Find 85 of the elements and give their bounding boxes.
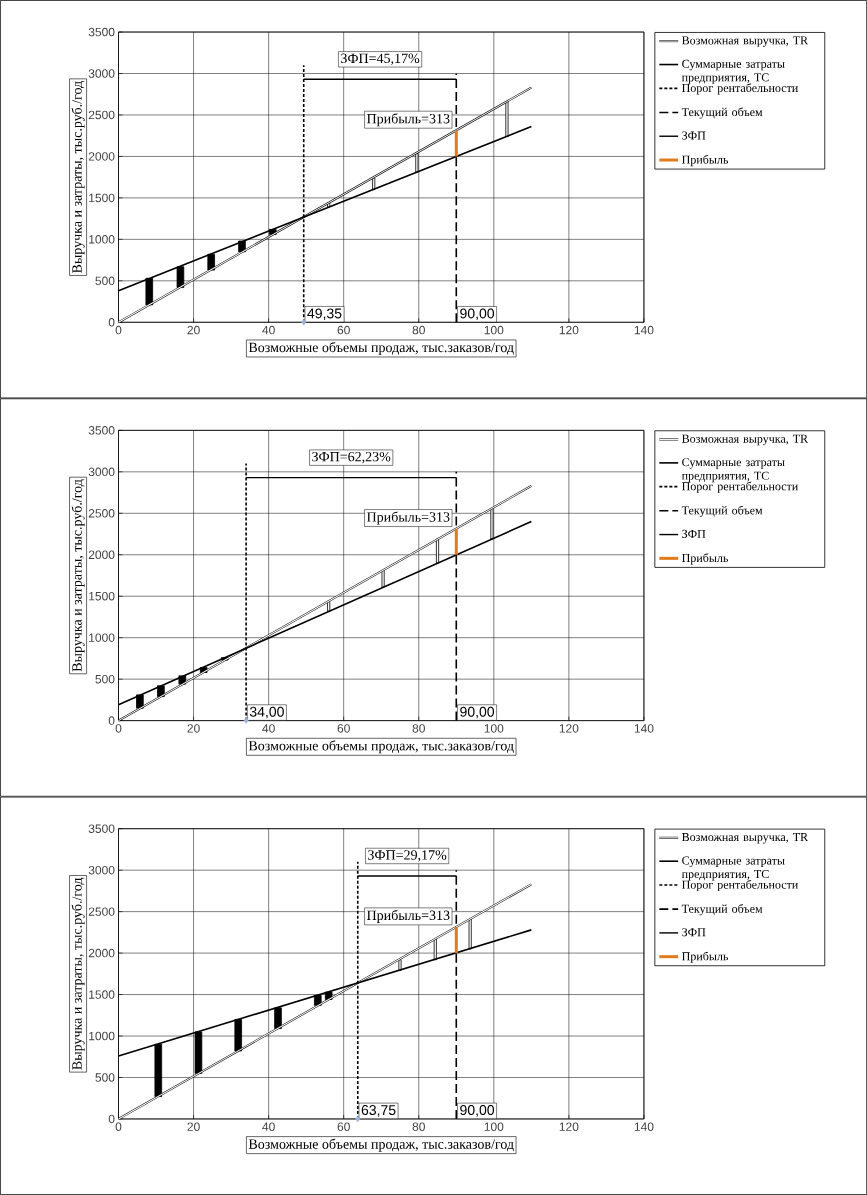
x-tick-label: 120 <box>559 325 579 335</box>
y-tick-label: 3000 <box>88 865 115 875</box>
y-tick-label: 0 <box>108 716 115 725</box>
annotation: ЗФП=29,17% <box>368 850 447 862</box>
legend-label: Прибыль <box>681 553 728 565</box>
annotation: Прибыль=313 <box>366 511 450 525</box>
x-tick-label: 100 <box>484 1122 504 1131</box>
x-tick-label: 120 <box>559 1122 579 1131</box>
x-tick-label: 120 <box>559 724 579 733</box>
legend-label: Возможная выручка, TR <box>681 434 809 446</box>
x-tick-label: 40 <box>262 724 275 733</box>
bar <box>274 1007 282 1029</box>
annotation: ЗФП=45,17% <box>341 53 420 66</box>
y-tick-label: 0 <box>108 318 115 327</box>
x-tick-label: 0 <box>115 325 122 335</box>
annotation: Прибыль=313 <box>366 113 450 127</box>
x-tick-label: 60 <box>337 1122 350 1131</box>
x-tick-label: 100 <box>484 325 504 335</box>
x-tick-label: 140 <box>634 724 654 733</box>
y-tick-label: 3500 <box>88 824 115 833</box>
annotation: 34,00 <box>249 706 284 719</box>
y-tick-label: 2500 <box>88 907 115 916</box>
legend-label: ЗФП <box>682 131 706 140</box>
x-tick-label: 80 <box>412 325 425 335</box>
annotation: 90,00 <box>460 308 494 321</box>
legend-label: Прибыль <box>681 951 728 963</box>
legend-label: Текущий объем <box>681 505 763 517</box>
legend-label: Возможная выручка, TR <box>681 36 809 47</box>
annotation: ЗФП=62,23% <box>312 451 391 464</box>
x-axis-title: Возможные объемы продаж, тыс.заказов/год <box>248 341 514 355</box>
legend-label: Текущий объем <box>681 107 763 119</box>
y-tick-label: 2000 <box>88 152 115 161</box>
x-tick-label: 80 <box>412 724 425 733</box>
x-axis-title: Возможные объемы продаж, тыс.заказов/год <box>248 740 514 754</box>
x-tick-label: 20 <box>187 724 200 733</box>
x-tick-label: 140 <box>634 1122 654 1131</box>
x-tick-label: 0 <box>115 1122 122 1131</box>
x-tick-label: 80 <box>412 1122 425 1131</box>
y-tick-label: 3500 <box>88 27 115 37</box>
y-tick-label: 1000 <box>89 235 115 244</box>
y-tick-label: 3000 <box>88 467 115 477</box>
x-tick-label: 140 <box>634 325 654 335</box>
legend-label: Текущий объем <box>681 904 763 916</box>
legend-label: ЗФП <box>682 928 706 937</box>
annotation: Прибыль=313 <box>366 909 450 923</box>
y-tick-label: 2000 <box>88 948 115 958</box>
x-tick-label: 20 <box>187 325 200 335</box>
x-axis-title: Возможные объемы продаж, тыс.заказов/год <box>248 1138 514 1152</box>
y-tick-label: 3500 <box>88 426 115 435</box>
y-tick-label: 1500 <box>89 591 115 601</box>
y-tick-label: 2500 <box>88 509 115 518</box>
annotation: 63,75 <box>361 1105 396 1117</box>
x-tick-label: 20 <box>187 1122 200 1131</box>
y-tick-label: 1000 <box>89 1031 115 1041</box>
y-tick-label: 2500 <box>88 110 115 120</box>
legend-label: ЗФП <box>682 529 706 538</box>
annotation: 90,00 <box>460 706 494 719</box>
legend-label: Возможная выручка, TR <box>681 833 809 844</box>
bar <box>234 1019 242 1052</box>
x-tick-label: 60 <box>337 724 350 733</box>
y-axis-title: Выручка и затраты, тыс.руб./год <box>71 81 85 274</box>
x-tick-label: 0 <box>115 724 122 733</box>
legend-label: Суммарные затраты предприятия, TC <box>681 856 785 881</box>
annotation: 90,00 <box>460 1105 494 1117</box>
bar <box>176 266 185 288</box>
x-tick-label: 60 <box>337 325 350 335</box>
y-tick-label: 500 <box>95 276 115 286</box>
y-tick-label: 500 <box>95 674 115 684</box>
legend-label: Суммарные затраты предприятия, TC <box>681 59 785 84</box>
x-tick-label: 40 <box>262 325 275 335</box>
y-tick-label: 1500 <box>89 990 115 999</box>
legend-label: Порог рентабельности <box>681 83 798 95</box>
y-tick-label: 500 <box>95 1073 115 1082</box>
y-tick-label: 0 <box>108 1114 115 1124</box>
y-tick-label: 1500 <box>89 193 115 203</box>
legend-label: Прибыль <box>681 154 728 167</box>
bar <box>207 253 215 271</box>
y-tick-label: 2000 <box>88 550 115 559</box>
y-tick-label: 3000 <box>88 69 115 78</box>
x-tick-label: 40 <box>262 1122 275 1131</box>
x-tick-label: 100 <box>484 724 504 733</box>
annotation: 49,35 <box>307 308 342 321</box>
y-axis-title: Выручка и затраты, тыс.руб./год <box>71 877 85 1070</box>
y-tick-label: 1000 <box>89 633 115 642</box>
y-axis-title: Выручка и затраты, тыс.руб./год <box>71 479 85 672</box>
